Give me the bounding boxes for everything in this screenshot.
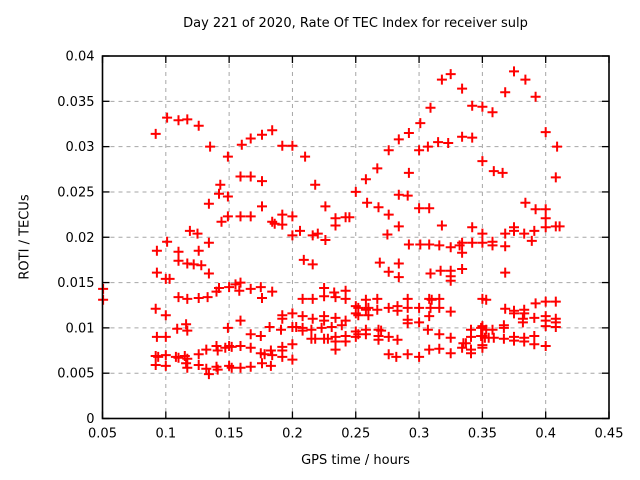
y-axis-label: ROTI / TECUs	[17, 194, 33, 280]
plot-border	[101, 55, 610, 420]
chart-title: Day 221 of 2020, Rate Of TEC Index for r…	[183, 16, 528, 31]
y-tick-label: 0.025	[57, 185, 94, 200]
x-tick-label: 0.1	[155, 427, 176, 442]
data-points	[98, 66, 565, 380]
x-tick-label: 0.45	[595, 427, 624, 442]
x-tick-label: 0.2	[282, 427, 303, 442]
y-tick-label: 0.04	[66, 50, 95, 65]
x-tick-label: 0.35	[468, 427, 497, 442]
y-tick-label: 0.02	[66, 231, 95, 246]
x-tick-label: 0.05	[88, 427, 117, 442]
y-tick-label: 0.005	[57, 367, 94, 382]
x-tick-label: 0.3	[409, 427, 430, 442]
x-tick-label: 0.25	[341, 427, 370, 442]
y-tick-label: 0	[86, 412, 94, 427]
y-tick-label: 0.015	[57, 276, 94, 291]
x-tick-label: 0.15	[215, 427, 244, 442]
y-tick-label: 0.03	[66, 140, 95, 155]
y-tick-label: 0.035	[57, 95, 94, 110]
y-tick-label: 0.01	[66, 321, 95, 336]
x-axis-label: GPS time / hours	[301, 453, 410, 468]
x-tick-label: 0.4	[535, 427, 556, 442]
